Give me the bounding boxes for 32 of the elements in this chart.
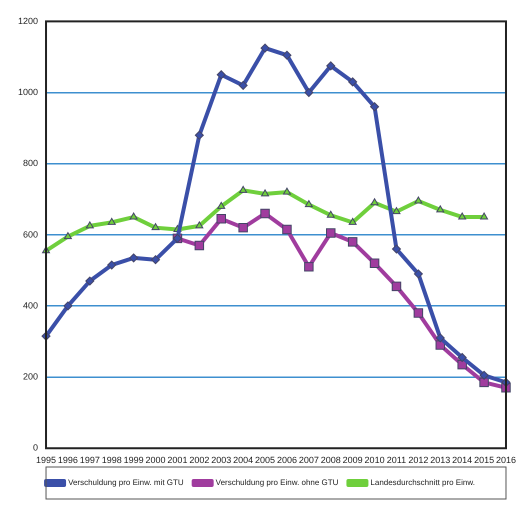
- x-tick-label: 2014: [452, 455, 472, 466]
- y-tick-label: 1000: [18, 87, 38, 98]
- y-tick-label: 0: [33, 442, 38, 453]
- x-tick-label: 2007: [298, 455, 319, 466]
- x-tick-label: 2004: [233, 455, 254, 466]
- x-tick-label: 2010: [364, 455, 385, 466]
- y-tick-label: 600: [22, 229, 38, 240]
- legend-label: Landesdurchschnitt pro Einw.: [370, 478, 475, 488]
- legend-label: Verschuldung pro Einw. ohne GTU: [216, 478, 339, 488]
- x-tick-label: 2008: [320, 455, 341, 466]
- x-tick-label: 2009: [342, 455, 363, 466]
- x-tick-label: 2015: [474, 455, 494, 466]
- x-tick-label: 2012: [408, 455, 428, 466]
- x-tick-label: 2006: [276, 455, 297, 466]
- y-tick-label: 200: [22, 372, 38, 382]
- x-tick-label: 1998: [102, 455, 122, 466]
- x-tick-label: 2000: [146, 455, 166, 466]
- x-tick-label: 1995: [36, 455, 56, 466]
- y-tick-label: 800: [22, 158, 38, 168]
- x-tick-label: 2001: [167, 455, 188, 466]
- x-tick-label: 2013: [430, 455, 450, 466]
- y-tick-label: 400: [22, 300, 38, 310]
- legend-label: Verschuldung pro Einw. mit GTU: [68, 478, 184, 488]
- x-tick-label: 2002: [189, 455, 210, 466]
- x-tick-label: 1999: [124, 455, 144, 466]
- x-tick-label: 2005: [255, 455, 276, 466]
- y-tick-label: 1200: [18, 16, 38, 26]
- x-tick-label: 2016: [496, 455, 516, 466]
- x-tick-label: 1996: [58, 455, 78, 466]
- x-tick-label: 2011: [386, 455, 406, 466]
- x-tick-label: 1997: [80, 455, 100, 466]
- x-tick-label: 2003: [211, 455, 232, 466]
